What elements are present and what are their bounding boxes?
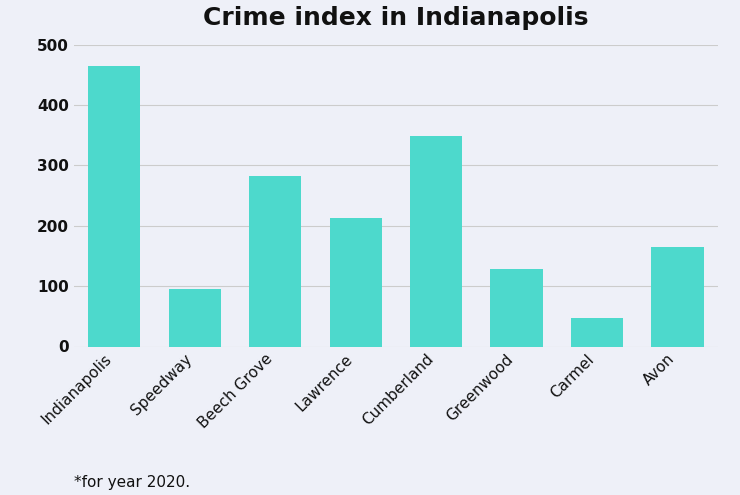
Bar bbox=[571, 317, 623, 346]
Bar bbox=[651, 247, 704, 346]
Bar bbox=[88, 66, 141, 346]
Title: Crime index in Indianapolis: Crime index in Indianapolis bbox=[204, 6, 588, 30]
Text: *for year 2020.: *for year 2020. bbox=[74, 475, 190, 490]
Bar bbox=[169, 289, 221, 346]
Bar bbox=[410, 136, 462, 346]
Bar bbox=[249, 176, 301, 346]
Bar bbox=[329, 218, 382, 346]
Bar bbox=[491, 269, 542, 346]
